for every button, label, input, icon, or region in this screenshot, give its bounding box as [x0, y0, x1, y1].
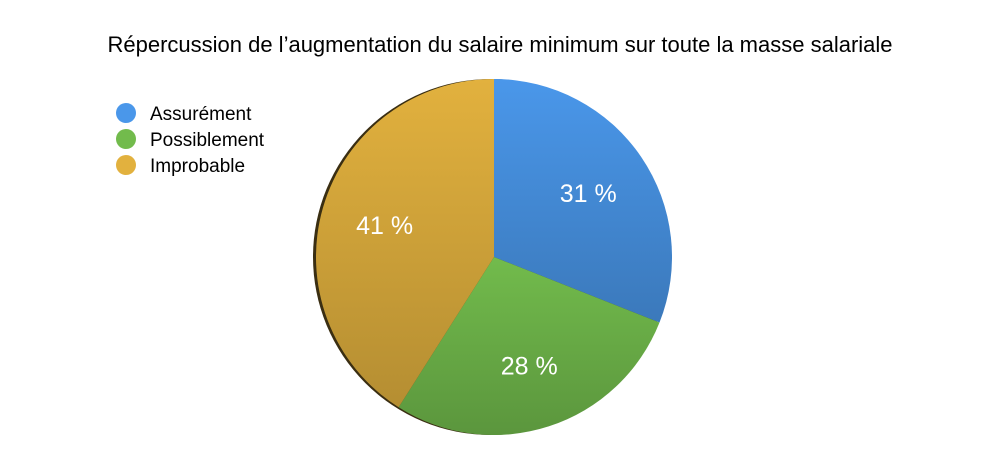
slice-label-2: 28 %	[501, 352, 558, 380]
pie-slice-1	[494, 79, 673, 323]
legend-label-2: Possiblement	[150, 130, 265, 151]
legend-swatch-2	[116, 129, 136, 149]
chart-legend: Assurément Possiblement Improbable	[116, 103, 265, 177]
pie-slice-3	[315, 79, 494, 408]
slice-label-1: 31 %	[560, 180, 617, 208]
pie-slices	[313, 79, 673, 436]
pie-slice-labels: 31 % 28 % 41 %	[356, 180, 617, 380]
slice-label-3: 41 %	[356, 212, 413, 240]
legend-label-3: Improbable	[150, 156, 245, 177]
legend-swatch-1	[116, 103, 136, 123]
chart-title: Répercussion de l’augmentation du salair…	[107, 32, 892, 57]
pie-slice-2	[398, 257, 660, 436]
legend-swatch-3	[116, 155, 136, 175]
legend-label-1: Assurément	[150, 104, 252, 125]
